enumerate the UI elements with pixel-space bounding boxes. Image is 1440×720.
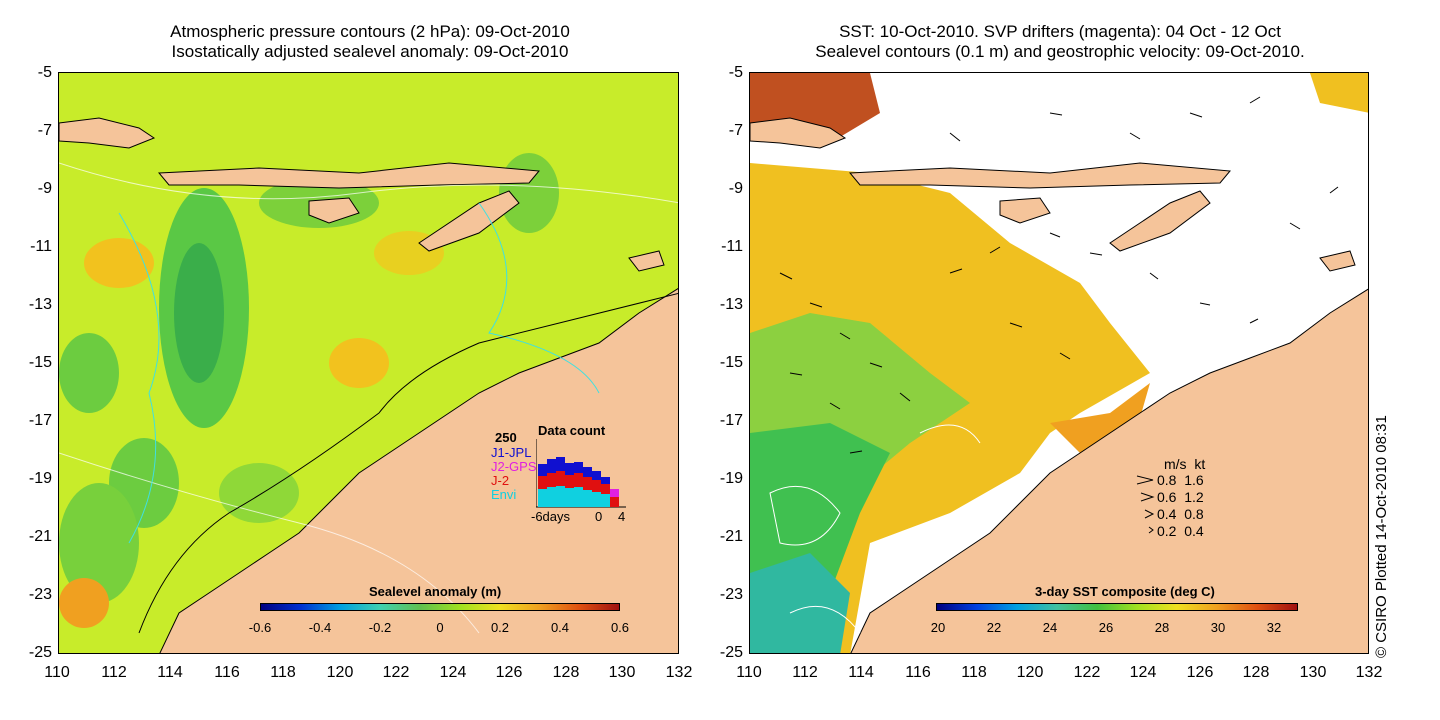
right-ytick-1: -7	[728, 122, 743, 139]
sst-velocity-map: m/s kt 0.8 1.6 0.6 1.2 0.4 0.8 0.2 0.4 3…	[749, 72, 1369, 654]
left-title-line2: Isostatically adjusted sealevel anomaly:…	[171, 42, 569, 61]
left-ytick-10: -25	[28, 644, 52, 661]
left-ytick-9: -23	[28, 586, 52, 603]
data-count-series-0: J1-JPL	[491, 445, 532, 460]
right-xtick-8: 126	[1186, 664, 1214, 681]
left-xtick-1: 112	[101, 664, 127, 681]
right-ytick-0: -5	[728, 64, 743, 81]
right-xtick-5: 120	[1016, 664, 1044, 681]
left-title: Atmospheric pressure contours (2 hPa): 0…	[60, 22, 680, 62]
left-ytick-2: -9	[37, 180, 52, 197]
left-ytick-3: -11	[30, 238, 52, 255]
right-ytick-5: -15	[719, 354, 743, 371]
right-cbar-tick-3: 26	[1098, 620, 1114, 635]
left-colorbar	[260, 603, 620, 611]
left-cbar-tick-5: 0.4	[550, 620, 570, 635]
left-cbar-tick-3: 0	[436, 620, 444, 635]
data-count-inset: 250 Data count J1-JPL J2-GPS J-2 Envi -6…	[487, 421, 627, 531]
velocity-legend-row-3: 0.2 0.4	[1157, 523, 1204, 539]
right-cbar-tick-0: 20	[930, 620, 946, 635]
right-ytick-9: -23	[719, 586, 743, 603]
left-title-line1: Atmospheric pressure contours (2 hPa): 0…	[170, 22, 570, 41]
left-cbar-tick-1: -0.4	[308, 620, 332, 635]
velocity-legend-row-0: 0.8 1.6	[1157, 472, 1204, 488]
right-xtick-6: 122	[1073, 664, 1101, 681]
right-ytick-2: -9	[728, 180, 743, 197]
right-cbar-tick-1: 22	[986, 620, 1002, 635]
right-xtick-0: 110	[736, 664, 762, 681]
left-ytick-6: -17	[28, 412, 52, 429]
right-colorbar	[936, 603, 1298, 611]
right-ytick-4: -13	[719, 296, 743, 313]
right-ytick-6: -17	[719, 412, 743, 429]
right-xtick-2: 114	[848, 664, 874, 681]
left-xtick-3: 116	[214, 664, 240, 681]
data-count-series-2: J-2	[491, 473, 510, 488]
sst-velocity-map-graphic	[750, 73, 1368, 653]
right-title: SST: 10-Oct-2010. SVP drifters (magenta)…	[750, 22, 1370, 62]
right-title-line2: Sealevel contours (0.1 m) and geostrophi…	[815, 42, 1305, 61]
data-count-xtick-0: 0	[595, 509, 603, 524]
velocity-arrows	[779, 96, 1339, 454]
right-ytick-10: -25	[719, 644, 743, 661]
left-xtick-4: 118	[270, 664, 296, 681]
right-cbar-tick-4: 28	[1154, 620, 1170, 635]
left-ytick-8: -21	[28, 528, 52, 545]
data-count-bar-stack	[538, 457, 619, 507]
data-count-xtick-1: 4	[618, 509, 626, 524]
left-cbar-tick-2: -0.2	[368, 620, 392, 635]
sealevel-anomaly-map: Sealevel anomaly (m) -0.6 -0.4 -0.2 0 0.…	[58, 72, 679, 654]
left-xtick-2: 114	[157, 664, 183, 681]
right-xtick-4: 118	[961, 664, 987, 681]
sealevel-anomaly-map-graphic	[59, 73, 678, 653]
velocity-legend-row-1: 0.6 1.2	[1157, 489, 1204, 505]
left-ytick-7: -19	[28, 470, 52, 487]
data-count-series-1: J2-GPS	[491, 459, 537, 474]
plot-credit: © CSIRO Plotted 14-Oct-2010 08:31	[1373, 415, 1390, 658]
right-xtick-9: 128	[1242, 664, 1270, 681]
right-cbar-tick-5: 30	[1210, 620, 1226, 635]
right-colorbar-title: 3-day SST composite (deg C)	[1035, 584, 1215, 599]
right-xtick-11: 132	[1355, 664, 1383, 681]
left-ytick-0: -5	[37, 64, 52, 81]
right-ytick-8: -21	[719, 528, 743, 545]
data-count-xlabel: -6days	[531, 509, 571, 524]
velocity-legend-arrows	[1136, 475, 1155, 534]
left-xtick-11: 132	[665, 664, 693, 681]
left-xtick-0: 110	[44, 664, 70, 681]
right-cbar-tick-2: 24	[1042, 620, 1058, 635]
right-xtick-1: 112	[792, 664, 818, 681]
right-xtick-7: 124	[1129, 664, 1157, 681]
right-title-line1: SST: 10-Oct-2010. SVP drifters (magenta)…	[839, 22, 1281, 41]
left-colorbar-title: Sealevel anomaly (m)	[369, 584, 502, 599]
data-count-bars	[536, 439, 626, 508]
left-xtick-10: 130	[608, 664, 636, 681]
right-xtick-3: 116	[905, 664, 931, 681]
left-xtick-5: 120	[326, 664, 354, 681]
data-count-ymax: 250	[495, 430, 517, 445]
left-ytick-5: -15	[28, 354, 52, 371]
velocity-legend-row-2: 0.4 0.8	[1157, 506, 1204, 522]
left-xtick-9: 128	[552, 664, 580, 681]
velocity-legend-header: m/s kt	[1164, 456, 1206, 472]
left-ytick-1: -7	[37, 122, 52, 139]
right-cbar-tick-6: 32	[1266, 620, 1282, 635]
left-xtick-6: 122	[382, 664, 410, 681]
left-cbar-tick-4: 0.2	[490, 620, 510, 635]
left-cbar-tick-6: 0.6	[610, 620, 630, 635]
left-ytick-4: -13	[28, 296, 52, 313]
left-xtick-7: 124	[439, 664, 467, 681]
left-xtick-8: 126	[495, 664, 523, 681]
data-count-series-3: Envi	[491, 487, 517, 502]
right-xtick-10: 130	[1299, 664, 1327, 681]
data-count-title: Data count	[538, 423, 606, 438]
right-ytick-3: -11	[721, 238, 743, 255]
right-ytick-7: -19	[719, 470, 743, 487]
left-cbar-tick-0: -0.6	[248, 620, 272, 635]
